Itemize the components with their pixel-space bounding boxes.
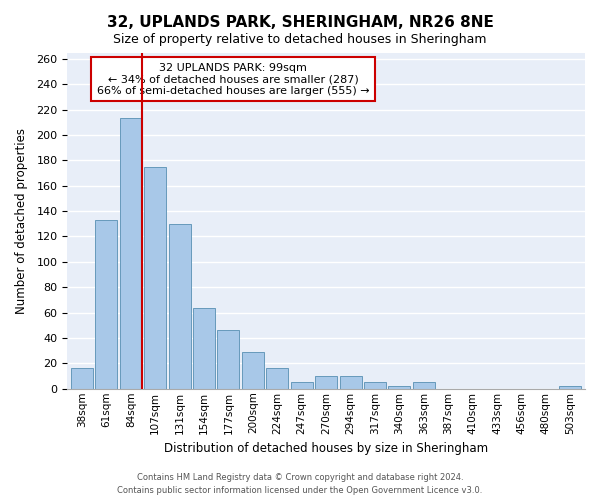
Text: Contains HM Land Registry data © Crown copyright and database right 2024.
Contai: Contains HM Land Registry data © Crown c… (118, 473, 482, 495)
X-axis label: Distribution of detached houses by size in Sheringham: Distribution of detached houses by size … (164, 442, 488, 455)
Bar (388, 386, 410, 389)
Text: Size of property relative to detached houses in Sheringham: Size of property relative to detached ho… (113, 32, 487, 46)
Bar (559, 386, 581, 389)
Bar (413, 382, 435, 389)
Text: 32, UPLANDS PARK, SHERINGHAM, NR26 8NE: 32, UPLANDS PARK, SHERINGHAM, NR26 8NE (107, 15, 493, 30)
Bar (71, 368, 93, 389)
Bar (291, 382, 313, 389)
Bar (169, 224, 191, 389)
Bar (217, 330, 239, 389)
Bar (266, 368, 289, 389)
Y-axis label: Number of detached properties: Number of detached properties (15, 128, 28, 314)
Bar (340, 376, 362, 389)
Bar (364, 382, 386, 389)
Bar (193, 308, 215, 389)
Bar (95, 220, 118, 389)
Bar (242, 352, 264, 389)
Bar (315, 376, 337, 389)
Text: 32 UPLANDS PARK: 99sqm
← 34% of detached houses are smaller (287)
66% of semi-de: 32 UPLANDS PARK: 99sqm ← 34% of detached… (97, 62, 369, 96)
Bar (120, 118, 142, 389)
Bar (144, 166, 166, 389)
